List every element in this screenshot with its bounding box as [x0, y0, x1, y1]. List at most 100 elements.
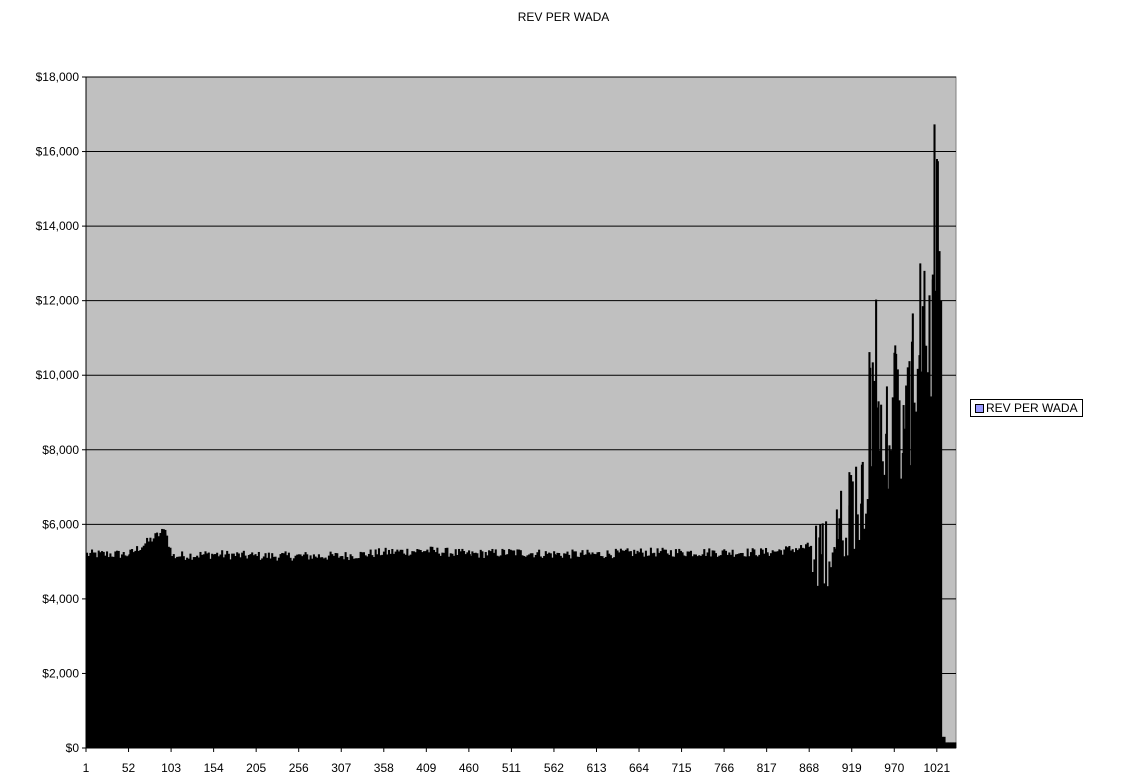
bar [121, 554, 124, 748]
bar [131, 549, 134, 748]
bar [159, 532, 162, 748]
bar [825, 521, 828, 748]
bar [516, 549, 519, 748]
bar [881, 461, 884, 748]
bar [831, 552, 834, 748]
bar [691, 556, 694, 748]
bar [346, 557, 349, 748]
x-tick-label: 766 [714, 761, 734, 775]
bar [768, 555, 771, 748]
bar [217, 556, 220, 748]
bar [232, 553, 235, 748]
bar [272, 556, 275, 748]
bar [444, 547, 447, 748]
bar [419, 550, 422, 748]
bar [614, 548, 617, 748]
bar [749, 552, 753, 748]
bar [581, 550, 584, 748]
bar [474, 552, 477, 748]
bar [324, 557, 327, 748]
bar [387, 549, 391, 748]
bar [728, 552, 731, 748]
bar [744, 556, 748, 748]
bar [201, 554, 204, 748]
bar [608, 553, 611, 748]
bar [202, 554, 205, 748]
y-tick-label: $10,000 [36, 368, 80, 382]
bar [207, 552, 210, 748]
bar [950, 742, 953, 748]
bar [271, 553, 274, 748]
bar [327, 555, 330, 748]
bar [589, 554, 592, 748]
bar [571, 549, 574, 748]
bar [316, 557, 319, 748]
y-tick-label: $4,000 [42, 592, 79, 606]
bar [179, 556, 182, 748]
bar-peak [681, 552, 684, 748]
bar [411, 551, 414, 748]
bars [86, 124, 957, 749]
bar [456, 554, 459, 748]
bar [132, 552, 135, 748]
bar [249, 554, 252, 748]
bar [391, 548, 394, 748]
bar [154, 533, 157, 748]
x-tick-label: 511 [502, 761, 521, 775]
bar [92, 552, 95, 748]
bar [561, 557, 564, 748]
bar [569, 558, 572, 748]
bar [206, 553, 209, 748]
bar [366, 556, 369, 748]
bar [361, 552, 364, 748]
bar [241, 552, 244, 748]
bar [381, 554, 384, 748]
bar [816, 585, 819, 748]
bar-peak [553, 554, 556, 748]
bar-peak [910, 341, 913, 748]
bar [701, 554, 704, 748]
bar [556, 552, 559, 748]
bar [706, 552, 709, 748]
bar [574, 551, 577, 748]
bar [718, 555, 721, 748]
bar [352, 558, 355, 748]
bar [603, 558, 606, 748]
bar [224, 554, 227, 748]
bar [438, 553, 441, 748]
bar [788, 545, 791, 748]
bar [666, 553, 669, 748]
bar [229, 559, 232, 748]
bar [726, 554, 729, 748]
bar [156, 532, 159, 748]
bar [281, 552, 284, 748]
bar [896, 369, 899, 748]
bar [806, 542, 809, 748]
bar [406, 548, 409, 748]
bar-peak [766, 552, 769, 748]
bar-peak [885, 386, 888, 748]
bar [269, 558, 272, 748]
bar [399, 549, 402, 748]
bar [719, 555, 723, 748]
bar [466, 552, 469, 748]
bar [759, 548, 763, 748]
bar [379, 555, 382, 748]
bar [427, 552, 431, 748]
bar [938, 251, 941, 748]
bar [483, 557, 486, 748]
bar [748, 556, 751, 748]
bar [779, 550, 783, 748]
bar [593, 553, 596, 748]
bar [498, 556, 501, 748]
bar [296, 554, 299, 748]
bar [503, 549, 506, 748]
bar [176, 556, 179, 748]
bar [463, 550, 466, 748]
bar [631, 556, 634, 748]
bar [943, 736, 946, 748]
bar [174, 558, 177, 748]
bar [613, 557, 616, 748]
bar [247, 555, 250, 748]
bar [286, 555, 289, 748]
